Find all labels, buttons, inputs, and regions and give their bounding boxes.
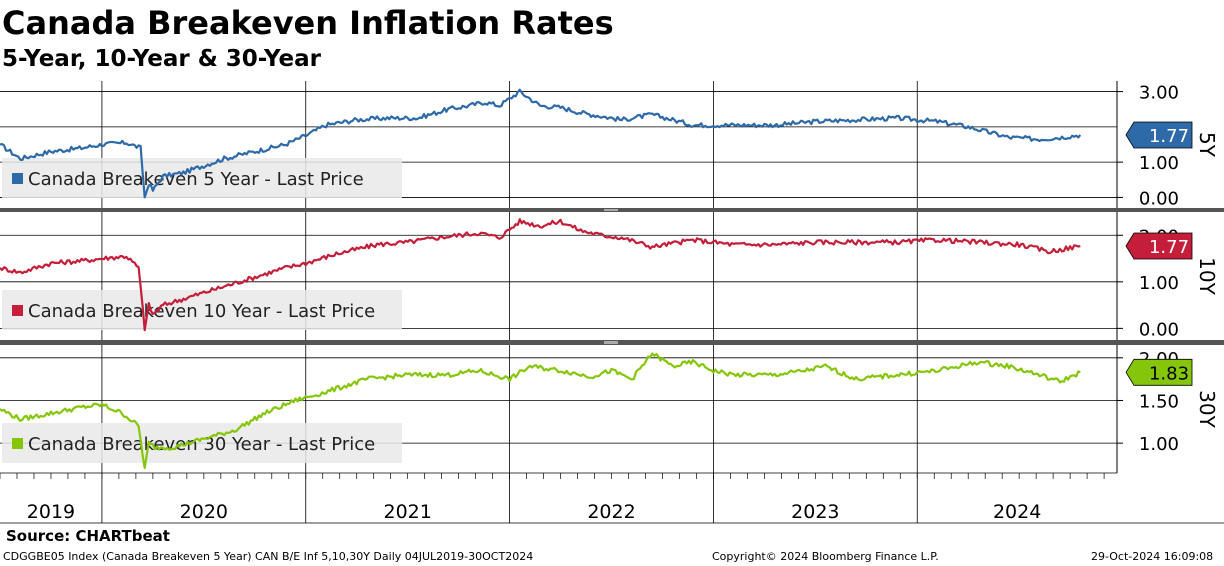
thirty-year-ytick-label: 1.50 xyxy=(1139,391,1179,412)
ten-year-legend-swatch xyxy=(12,305,23,316)
thirty-year-legend-swatch xyxy=(12,438,23,449)
x-tick-label: 2019 xyxy=(27,501,75,523)
copyright-note: Copyright© 2024 Bloomberg Finance L.P. xyxy=(712,550,939,563)
thirty-year-last-value-bg xyxy=(1125,358,1193,386)
five-year-legend-label: Canada Breakeven 5 Year - Last Price xyxy=(28,169,364,190)
thirty-year-ytick-label: 1.00 xyxy=(1139,434,1179,455)
ten-year-legend-label: Canada Breakeven 10 Year - Last Price xyxy=(28,301,375,322)
ten-year-ytick-label: 1.00 xyxy=(1139,273,1179,294)
ten-year-ytick-label: 0.00 xyxy=(1139,319,1179,340)
ten-year-last-value-label: 1.77 xyxy=(1149,237,1189,258)
thirty-year-legend: Canada Breakeven 30 Year - Last Price xyxy=(2,423,402,463)
x-tick-label: 2020 xyxy=(180,501,228,523)
panel-splitter-handle xyxy=(604,209,618,211)
five-year-series-line xyxy=(0,88,1082,199)
thirty-year-last-value-label: 1.83 xyxy=(1149,363,1189,384)
five-year-ytick-label: 1.00 xyxy=(1139,153,1179,174)
x-tick-label: 2024 xyxy=(993,501,1041,523)
five-year-last-value-label: 1.77 xyxy=(1149,126,1189,147)
ticker-info: CDGGBE05 Index (Canada Breakeven 5 Year)… xyxy=(3,550,534,563)
chart-title: Canada Breakeven Inflation Rates xyxy=(2,4,614,42)
timestamp: 29-Oct-2024 16:09:08 xyxy=(1091,550,1214,563)
thirty-year-legend-bg xyxy=(2,423,402,463)
five-year-last-value-bg xyxy=(1125,121,1193,149)
thirty-year-legend-label: Canada Breakeven 30 Year - Last Price xyxy=(28,434,375,455)
five-year-panel: Canada Breakeven 5 Year - Last Price 3.00… xyxy=(0,81,1219,209)
five-year-panel-label: 5Y xyxy=(1195,132,1219,158)
ten-year-last-value-bg xyxy=(1125,232,1193,260)
chart-subtitle: 5-Year, 10-Year & 30-Year xyxy=(2,46,321,72)
thirty-year-last-value-tag: 1.83 xyxy=(1125,358,1193,386)
ten-year-legend: Canada Breakeven 10 Year - Last Price xyxy=(2,290,402,330)
ten-year-last-value-tag: 1.77 xyxy=(1125,232,1193,260)
source-note: Source: CHARTbeat xyxy=(6,527,170,545)
five-year-legend: Canada Breakeven 5 Year - Last Price xyxy=(2,158,402,198)
ten-year-series-line xyxy=(0,218,1081,332)
x-tick-label: 2022 xyxy=(587,501,635,523)
five-year-ytick-label: 3.00 xyxy=(1139,83,1179,104)
thirty-year-series-line xyxy=(0,352,1081,470)
ten-year-legend-bg xyxy=(2,290,402,330)
five-year-legend-bg xyxy=(2,158,402,198)
ten-year-panel-label: 10Y xyxy=(1195,257,1219,295)
thirty-year-panel-label: 30Y xyxy=(1195,390,1219,428)
panel-splitter-handle xyxy=(604,341,618,344)
five-year-legend-swatch xyxy=(12,173,23,184)
ten-year-panel: Canada Breakeven 10 Year - Last Price2.0… xyxy=(0,212,1219,340)
five-year-ytick-label: 0.00 xyxy=(1139,188,1179,209)
thirty-year-panel: Canada Breakeven 30 Year - Last Price2.0… xyxy=(0,345,1219,473)
five-year-last-value-tag: 1.77 xyxy=(1125,121,1193,149)
x-tick-label: 2023 xyxy=(791,501,839,523)
x-tick-label: 2021 xyxy=(383,501,431,523)
